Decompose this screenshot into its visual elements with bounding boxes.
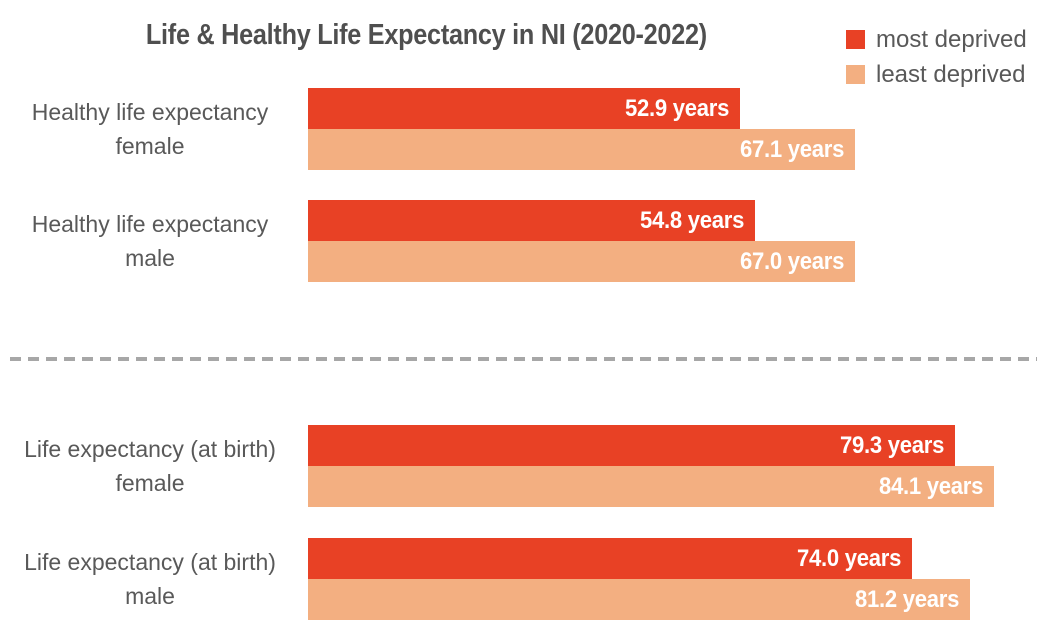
category-label: Healthy life expectancy male — [0, 200, 300, 282]
category-label-line-2: male — [125, 583, 175, 609]
bar-value-label: 67.1 years — [739, 135, 844, 163]
bar-most-deprived: 54.8 years — [308, 200, 755, 241]
category-label-line-2: female — [115, 133, 185, 159]
bar-group: 54.8 years 67.0 years — [308, 200, 855, 282]
category-label-line-1: Life expectancy (at birth) — [24, 436, 276, 462]
legend-swatch-most-deprived-icon — [846, 30, 865, 50]
chart-row: Life expectancy (at birth) male 74.0 yea… — [0, 538, 1054, 620]
bar-most-deprived: 79.3 years — [308, 425, 955, 466]
bar-group: 52.9 years 67.1 years — [308, 88, 855, 170]
bar-most-deprived: 52.9 years — [308, 88, 740, 129]
category-label-line-2: female — [115, 470, 185, 496]
bar-value-label: 74.0 years — [796, 544, 901, 572]
bar-least-deprived: 67.0 years — [308, 241, 855, 282]
bar-most-deprived: 74.0 years — [308, 538, 912, 579]
legend-swatch-least-deprived-icon — [846, 65, 865, 85]
legend-label-least-deprived: least deprived — [876, 61, 1026, 89]
bar-value-label: 84.1 years — [878, 472, 983, 500]
category-label: Healthy life expectancy female — [0, 88, 300, 170]
legend-item-least-deprived: least deprived — [846, 62, 1027, 87]
bar-least-deprived: 81.2 years — [308, 579, 970, 620]
bar-least-deprived: 67.1 years — [308, 129, 855, 170]
bar-value-label: 52.9 years — [624, 94, 729, 122]
category-label-line-1: Life expectancy (at birth) — [24, 549, 276, 575]
bar-value-label: 81.2 years — [854, 585, 959, 613]
category-label-line-2: male — [125, 245, 175, 271]
chart-row: Healthy life expectancy male 54.8 years … — [0, 200, 1054, 282]
chart-title: Life & Healthy Life Expectancy in NI (20… — [0, 19, 853, 52]
chart-row: Healthy life expectancy female 52.9 year… — [0, 88, 1054, 170]
category-label-line-1: Healthy life expectancy — [31, 211, 269, 237]
bar-group: 74.0 years 81.2 years — [308, 538, 970, 620]
chart-row: Life expectancy (at birth) female 79.3 y… — [0, 425, 1054, 507]
legend-label-most-deprived: most deprived — [876, 26, 1027, 53]
bar-value-label: 67.0 years — [739, 247, 844, 275]
legend-item-most-deprived: most deprived — [846, 27, 1027, 52]
category-label: Life expectancy (at birth) female — [0, 425, 300, 507]
bar-value-label: 54.8 years — [639, 206, 744, 234]
legend: most deprived least deprived — [846, 27, 1027, 87]
category-label-line-1: Healthy life expectancy — [31, 99, 269, 125]
section-divider — [10, 357, 1037, 361]
category-label: Life expectancy (at birth) male — [0, 538, 300, 620]
bar-value-label: 79.3 years — [839, 431, 944, 459]
bar-least-deprived: 84.1 years — [308, 466, 994, 507]
chart-title-text: Life & Healthy Life Expectancy in NI (20… — [146, 19, 707, 51]
bar-group: 79.3 years 84.1 years — [308, 425, 994, 507]
